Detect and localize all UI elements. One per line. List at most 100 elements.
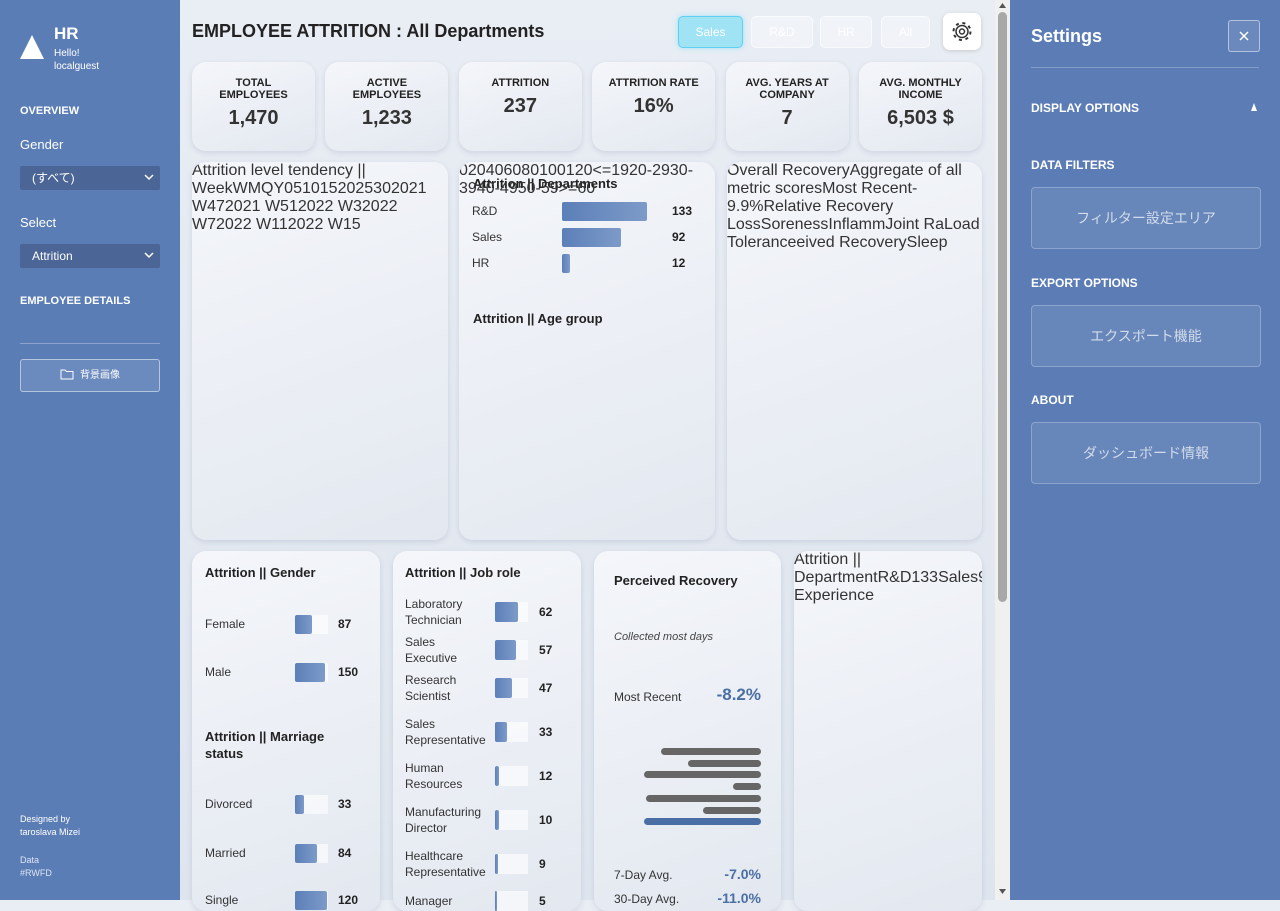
settings-panel: Settings DISPLAY OPTIONS DATA FILTERS フィ…: [1010, 0, 1280, 900]
bar: [644, 818, 761, 826]
legend-label: Sales: [938, 569, 979, 586]
radar-axis-label: Sleep: [906, 234, 948, 251]
scroll-down[interactable]: [998, 888, 1007, 896]
kpi-value: 1,233: [361, 107, 412, 129]
filter-button[interactable]: Sales: [678, 16, 743, 48]
row-value: 9: [539, 857, 546, 871]
section: DATA FILTERS: [1031, 158, 1115, 172]
row-value: 120: [338, 893, 359, 907]
button-label: 背景画像: [80, 370, 120, 381]
row-value: 33: [338, 797, 352, 811]
legend-label: R&D: [877, 569, 912, 586]
label: Most Recent: [614, 690, 682, 704]
row-value: 62: [539, 605, 553, 619]
kpi-value: 237: [503, 95, 537, 117]
credit: Data: [20, 855, 40, 865]
row-value: 33: [539, 725, 553, 739]
credit: taroslava Mizei: [20, 827, 81, 837]
x-tick-label: 2022 W11: [216, 216, 288, 233]
bar: [495, 678, 513, 698]
chevron: [144, 252, 154, 259]
bar: [495, 602, 518, 622]
period-label[interactable]: Q: [261, 180, 274, 197]
gender-select[interactable]: (すべて): [20, 166, 160, 190]
sidebar: HR Hello! localguest OVERVIEW Gender (すべ…: [0, 0, 180, 900]
filter-button[interactable]: HR: [820, 16, 872, 48]
scroll-up[interactable]: [998, 2, 1007, 10]
panel-title: Attrition || Departments: [473, 176, 618, 191]
subtitle: Collected most days: [614, 631, 714, 643]
row-label: Female: [205, 617, 246, 631]
close-icon: [1239, 31, 1249, 41]
metric-select[interactable]: Attrition: [20, 244, 160, 268]
row-label: Laboratory Technician: [405, 597, 463, 627]
radar-axis-label: Joint Ra: [885, 216, 944, 233]
bar: [295, 843, 318, 863]
scrollbar[interactable]: [995, 0, 1010, 900]
y-tick-label: 20: [337, 180, 356, 197]
perceived-panel: Perceived Recovery Collected most days Mos…: [594, 551, 781, 911]
page-title: EMPLOYEE ATTRITION : All Departments: [192, 21, 545, 41]
section[interactable]: DISPLAY OPTIONS: [1031, 101, 1140, 115]
label: Gender: [20, 137, 64, 152]
row-value: 84: [338, 846, 352, 860]
close-button[interactable]: [1228, 20, 1260, 52]
user: localguest: [54, 61, 100, 72]
row-value: 10: [539, 813, 553, 827]
filter-button[interactable]: R&D: [751, 16, 813, 48]
section[interactable]: EMPLOYEE DETAILS: [20, 295, 131, 307]
chart: Attrition level tendency || WeekWMQY0510…: [192, 162, 448, 234]
greeting: Hello!: [54, 48, 80, 59]
row-label: Research Scientist: [405, 673, 457, 703]
x-tick-label: 2021 W47: [192, 180, 427, 215]
chevron: [144, 174, 154, 181]
y-tick-label: 10: [301, 180, 320, 197]
select-value: Attrition: [32, 249, 73, 263]
label: Most Recent: [822, 180, 912, 197]
chart: Overall RecoveryAggregate of all metric …: [727, 162, 982, 252]
y-tick-label: 30: [373, 180, 391, 197]
legend-value: 133: [911, 569, 939, 586]
scroll-thumb[interactable]: [998, 12, 1007, 602]
label: Relative Recovery Loss: [727, 198, 894, 233]
period-label[interactable]: W: [232, 180, 248, 197]
section: ABOUT: [1031, 393, 1074, 407]
row-label: Human Resources: [405, 761, 463, 791]
bar: [562, 201, 647, 221]
kpi-card: ATTRITION 237: [458, 62, 582, 151]
about-box[interactable]: ダッシュボード情報: [1031, 422, 1261, 484]
filter-button[interactable]: All: [881, 16, 930, 48]
settings-button[interactable]: [943, 13, 981, 50]
select-value: (すべて): [32, 171, 75, 185]
row-label: Divorced: [205, 797, 253, 811]
row-label: Sales Representative: [405, 717, 486, 747]
period-label[interactable]: Y: [273, 180, 285, 197]
period-label[interactable]: M: [247, 180, 262, 197]
x-tick-label: 2022 W7: [192, 198, 398, 233]
kpi-label: ATTRITION RATE: [608, 77, 699, 89]
kpi-card: AVG. YEARS AT COMPANY 7: [725, 62, 849, 151]
gear-icon: [952, 22, 972, 41]
department-panel: Attrition || Departments R&D 133 Sales 92 HR 1…: [459, 162, 715, 540]
panel-title: Attrition level tendency || Week: [192, 162, 366, 197]
kpi-value: 16%: [633, 95, 674, 117]
panel-title: Perceived Recovery: [614, 573, 738, 588]
label: 7-Day Avg.: [614, 868, 673, 882]
collapse-icon[interactable]: [1250, 102, 1258, 112]
row-value: 12: [672, 256, 686, 270]
row-label: Manager: [405, 894, 453, 908]
bar: [661, 748, 761, 755]
background-button[interactable]: 背景画像: [20, 359, 160, 392]
radar-axis-label: eived Recovery: [796, 234, 907, 251]
export-box[interactable]: エクスポート機能: [1031, 305, 1261, 367]
bar-track: [495, 810, 528, 830]
radar-axis-label: Inflamm: [828, 216, 886, 233]
filters-box[interactable]: フィルター設定エリア: [1031, 187, 1261, 249]
y-tick-label: 25: [355, 180, 374, 197]
kpi-value: 1,470: [228, 107, 279, 129]
row-label: HR: [472, 256, 490, 270]
week-panel: Attrition level tendency || WeekWMQY0510…: [192, 162, 448, 540]
kpi-card: TOTAL EMPLOYEES 1,470: [192, 62, 315, 151]
panel-title: Attrition || Gender: [205, 565, 316, 580]
